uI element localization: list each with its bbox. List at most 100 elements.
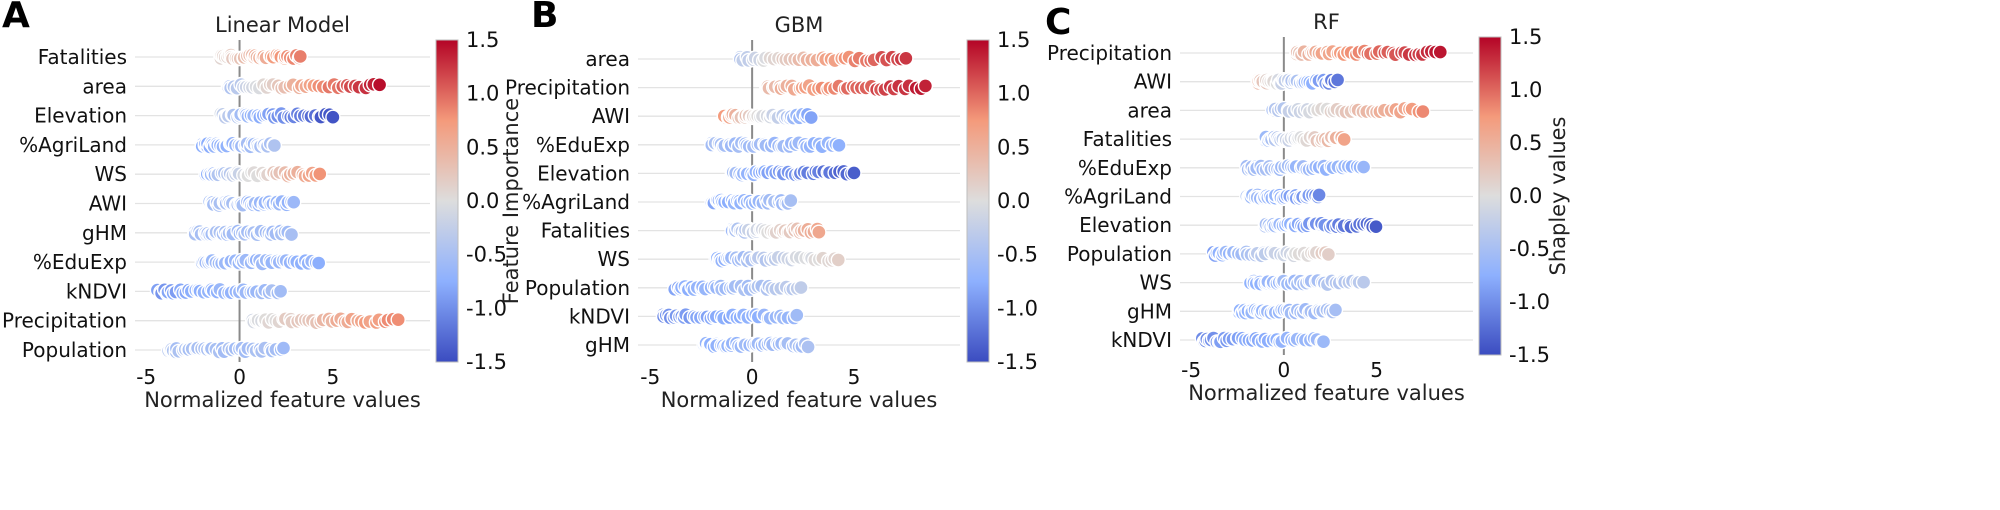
feature-label: Fatalities [1083,127,1172,151]
colorbar-tick-label: 1.5 [1509,25,1542,49]
data-point [1355,159,1372,175]
data-point [793,279,809,296]
data-point [1311,187,1327,203]
feature-label: kNDVI [1111,328,1172,352]
data-point [292,48,308,65]
panel-label: B [531,0,558,36]
feature-label: Population [22,338,127,362]
data-point [803,109,819,126]
data-point [1315,334,1332,350]
data-point [311,255,327,271]
data-point [1415,103,1431,120]
colorbar-tick-label: 1.5 [466,28,499,52]
data-point [783,192,799,209]
feature-label: %EduExp [1078,156,1172,180]
feature-label: Elevation [34,104,127,128]
data-point [830,252,846,268]
data-point [1336,131,1352,148]
colorbar-label: Shapley values [1546,117,1570,276]
data-point [1329,72,1346,88]
x-tick-label: 0 [1277,358,1290,382]
data-point [1327,302,1344,318]
data-point [789,307,805,323]
panel-label: A [2,0,30,36]
colorbar-tick-label: 0.0 [997,189,1030,213]
colorbar-frame [1478,36,1502,356]
feature-label: Population [1067,242,1172,266]
feature-label: %EduExp [33,250,127,274]
feature-label: Precipitation [505,76,630,100]
x-tick-label: -5 [136,365,156,389]
panel-a: A Linear Model Fatalities area Elevation %Agr… [2,0,523,412]
feature-label: Precipitation [2,309,127,333]
colorbar-tick-label: 1.0 [997,82,1030,106]
colorbar-tick-label: 0.0 [1509,184,1542,208]
feature-label: WS [95,162,127,186]
feature-label: Elevation [537,161,630,185]
feature-label: area [82,74,127,98]
colorbar-frame [435,39,459,363]
feature-label: %AgriLand [19,133,127,157]
colorbar-tick-label: -1.0 [1509,290,1550,314]
colorbar-tick-label: -0.5 [466,243,507,267]
panel-b: B GBM area Precipitation AWI %EduExp Elevation… [505,0,1038,412]
colorbar-tick-label: 0.5 [997,135,1030,159]
data-point [811,224,827,240]
chart-title: RF [1313,10,1340,34]
data-point [917,78,934,94]
colorbar-tick-label: 0.5 [1509,131,1542,155]
colorbar-tick-label: -1.0 [997,296,1038,320]
data-point [266,137,283,154]
x-tick-label: -5 [1181,358,1201,382]
colorbar-tick-label: 0.5 [466,135,499,159]
feature-label: area [585,47,630,71]
feature-label: WS [598,247,630,271]
colorbar-tick-label: -0.5 [1509,237,1550,261]
x-tick-label: -5 [640,365,660,389]
feature-label: gHM [82,221,127,245]
colorbar-tick-label: 1.0 [466,82,499,106]
chart-title: Linear Model [215,13,350,37]
colorbar-tick-label: -1.5 [1509,343,1550,367]
feature-label: WS [1140,271,1172,295]
data-point [312,166,328,182]
colorbar [436,40,458,362]
data-point [283,226,300,243]
colorbar-tick-label: -1.5 [997,350,1038,374]
feature-label: kNDVI [569,304,630,328]
data-point [286,194,302,210]
x-tick-label: 5 [1370,358,1383,382]
colorbar-tick-label: 1.5 [997,28,1030,52]
colorbar-tick-label: 1.0 [1509,78,1542,102]
feature-label: AWI [592,104,630,128]
data-point [325,109,341,125]
feature-label: area [1127,98,1172,122]
chart-title: GBM [775,13,824,37]
x-axis-label: Normalized feature values [1188,381,1465,405]
colorbar-tick-label: 0.0 [466,189,499,213]
data-point [371,77,388,93]
colorbar-label: Feature Importance [499,98,523,304]
data-point [898,50,914,66]
data-point [1320,246,1337,263]
feature-label: Precipitation [1047,41,1172,65]
feature-label: %AgriLand [522,190,630,214]
x-axis-label: Normalized feature values [144,388,421,412]
feature-label: Elevation [1079,213,1172,237]
feature-label: kNDVI [66,279,127,303]
panel-c: C RF Precipitation AWI area Fatalities %EduExp… [1045,2,1570,405]
data-point [275,340,292,356]
x-axis-label: Normalized feature values [661,388,938,412]
data-point [1368,218,1384,235]
colorbar [1479,37,1501,355]
colorbar-tick-label: -1.0 [466,296,507,320]
x-tick-label: 5 [327,365,340,389]
feature-label: gHM [1127,299,1172,323]
feature-label: gHM [585,333,630,357]
data-point [831,137,847,154]
data-point [1355,274,1372,290]
feature-label: Population [525,276,630,300]
feature-label: Fatalities [38,45,127,69]
x-tick-label: 0 [233,365,246,389]
